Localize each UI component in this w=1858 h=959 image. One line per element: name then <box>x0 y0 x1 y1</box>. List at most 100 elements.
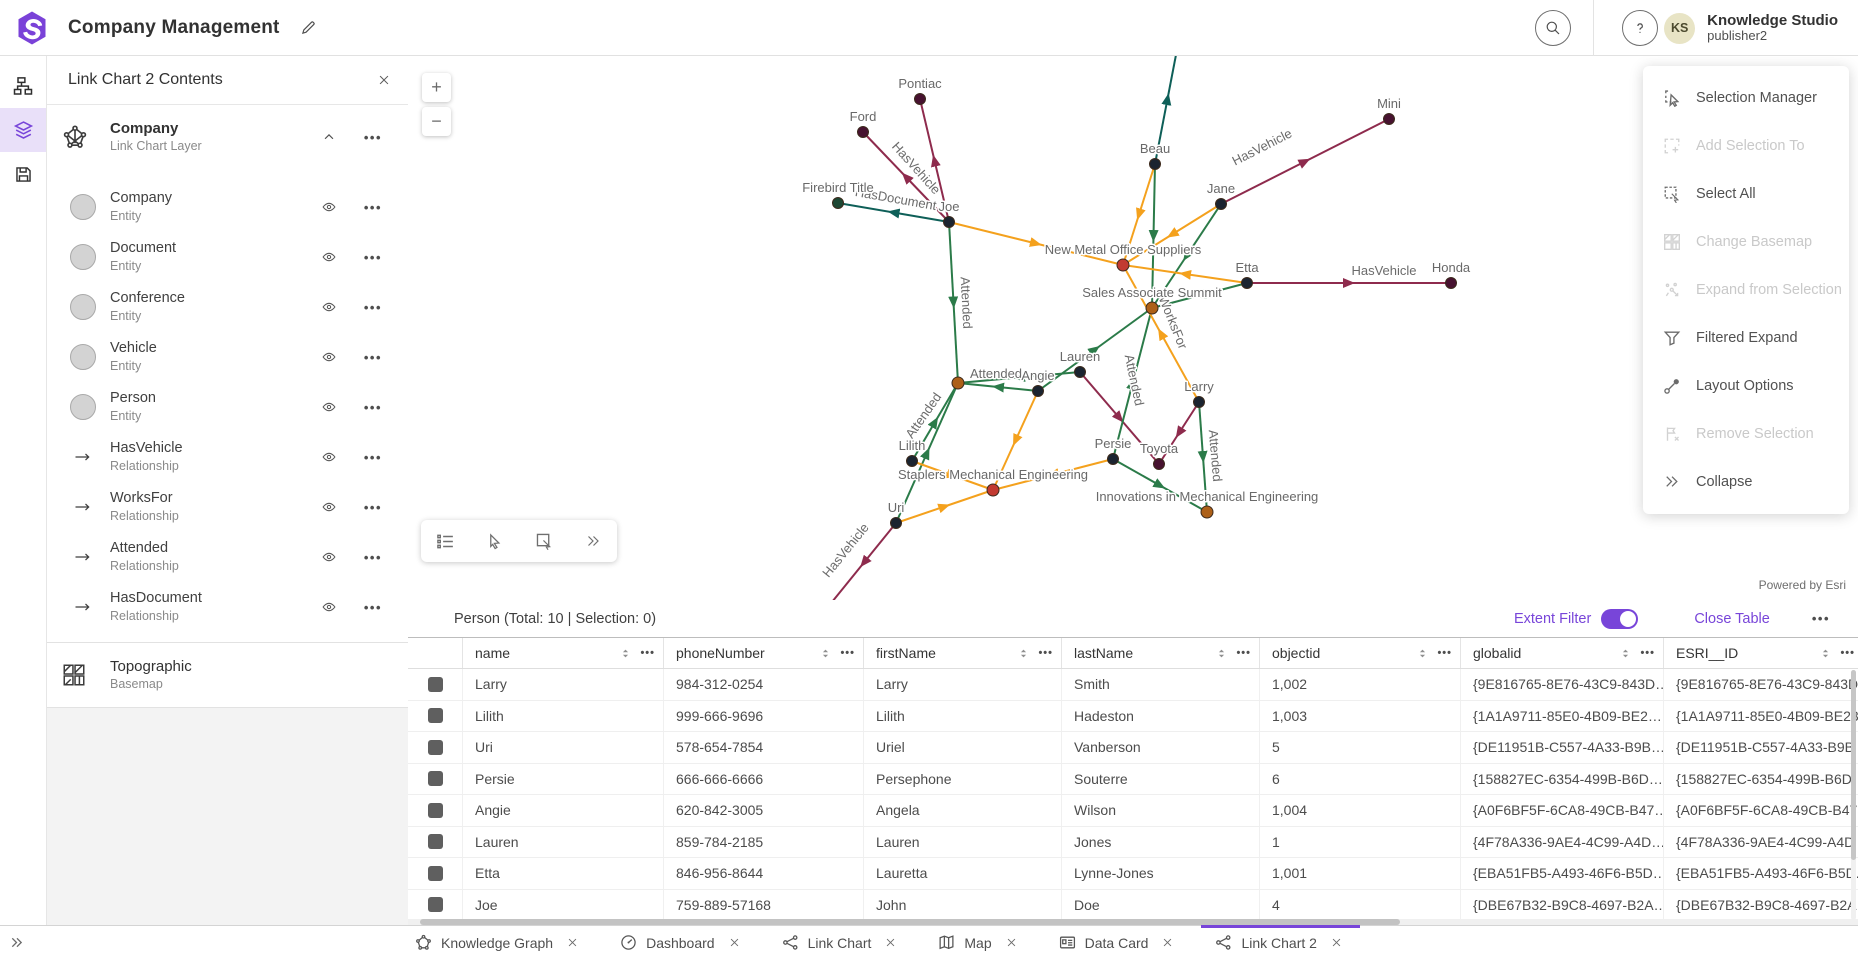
sort-icon[interactable] <box>1619 647 1632 660</box>
expand-tabs-icon[interactable] <box>9 926 24 959</box>
user-info[interactable]: Knowledge Studio publisher2 <box>1707 12 1844 44</box>
node-staplers[interactable] <box>986 483 1000 497</box>
search-button[interactable] <box>1535 10 1572 46</box>
column-options-button[interactable]: ••• <box>1840 647 1855 659</box>
node-uri[interactable] <box>890 517 902 529</box>
edge-Attended-joe-conf2[interactable] <box>948 221 959 384</box>
zoom-out-button[interactable]: − <box>422 107 451 136</box>
toolbar-double-chevron-right-button[interactable] <box>578 526 608 556</box>
node-ford[interactable] <box>857 126 869 138</box>
layer-item-hasdocument[interactable]: HasDocument Relationship ••• <box>47 582 408 632</box>
column-header-name[interactable]: name ••• <box>463 638 664 668</box>
column-header-phoneNumber[interactable]: phoneNumber ••• <box>664 638 864 668</box>
rail-save-button[interactable] <box>0 152 46 196</box>
layer-item-person[interactable]: Person Entity ••• <box>47 382 408 432</box>
tab-data-card[interactable]: Data Card <box>1057 926 1176 959</box>
tab-knowledge-graph[interactable]: Knowledge Graph <box>413 926 580 959</box>
tab-dashboard[interactable]: Dashboard <box>618 926 742 959</box>
edge-HasVehicle-joe-pontiac[interactable] <box>919 98 950 223</box>
table-row[interactable]: Angie 620-842-3005 Angela Wilson 1,004 {A0F6B… <box>408 795 1858 827</box>
sort-icon[interactable] <box>619 647 632 660</box>
help-button[interactable] <box>1622 10 1659 46</box>
close-tab-icon[interactable] <box>567 937 578 948</box>
table-row[interactable]: Joe 759-889-57168 John Doe 4 {DBE67B32-B9C8-4… <box>408 889 1858 921</box>
column-header-lastName[interactable]: lastName ••• <box>1062 638 1260 668</box>
node-jane[interactable] <box>1215 198 1227 210</box>
column-options-button[interactable]: ••• <box>1437 647 1452 659</box>
visibility-eye-icon[interactable] <box>320 500 338 514</box>
edge-WorksFor-larry-nmos[interactable] <box>1122 264 1200 403</box>
row-checkbox[interactable] <box>427 676 443 692</box>
node-beau[interactable] <box>1149 158 1161 170</box>
rail-layers-button[interactable] <box>0 108 46 152</box>
edge-Attended-etta-sas[interactable] <box>1151 282 1248 309</box>
table-row[interactable]: Larry 984-312-0254 Larry Smith 1,002 {9E81676… <box>408 669 1858 701</box>
row-checkbox[interactable] <box>427 802 443 818</box>
edit-title-icon[interactable] <box>300 19 317 36</box>
tab-link-chart[interactable]: Link Chart <box>780 926 899 959</box>
toolbar-rectangle-select-button[interactable] <box>529 526 559 556</box>
edge-Attended-beau-sas[interactable] <box>1148 163 1159 309</box>
menu-item-filtered-expand[interactable]: Filtered Expand <box>1643 314 1849 362</box>
close-tab-icon[interactable] <box>729 937 740 948</box>
visibility-eye-icon[interactable] <box>320 200 338 214</box>
edge-Attended-angie-sas[interactable] <box>1037 307 1153 392</box>
link-chart-canvas[interactable]: HasVehicle HasDocument Attended HasVehicle H… <box>408 33 1858 603</box>
row-checkbox[interactable] <box>427 739 443 755</box>
node-nmos[interactable] <box>1116 258 1130 272</box>
close-tab-icon[interactable] <box>1006 937 1017 948</box>
edge-HasDocument-joe-firebird[interactable] <box>837 202 950 223</box>
visibility-eye-icon[interactable] <box>320 450 338 464</box>
node-pontiac[interactable] <box>914 93 926 105</box>
column-header-ESRI__ID[interactable]: ESRI__ID ••• <box>1664 638 1858 668</box>
layer-item-company[interactable]: Company Entity ••• <box>47 182 408 232</box>
visibility-eye-icon[interactable] <box>320 600 338 614</box>
tab-link-chart-2[interactable]: Link Chart 2 <box>1201 925 1361 959</box>
sort-icon[interactable] <box>1215 647 1228 660</box>
visibility-eye-icon[interactable] <box>320 250 338 264</box>
menu-item-selection-manager[interactable]: Selection Manager <box>1643 74 1849 122</box>
layer-item-hasvehicle[interactable]: HasVehicle Relationship ••• <box>47 432 408 482</box>
sort-icon[interactable] <box>819 647 832 660</box>
toolbar-legend-list-button[interactable] <box>431 526 461 556</box>
layer-item-document[interactable]: Document Entity ••• <box>47 232 408 282</box>
avatar[interactable]: KS <box>1664 12 1696 44</box>
table-options-button[interactable]: ••• <box>1811 611 1830 626</box>
row-checkbox[interactable] <box>427 897 443 913</box>
layer-item-conference[interactable]: Conference Entity ••• <box>47 282 408 332</box>
basemap-row[interactable]: Topographic Basemap <box>47 643 408 707</box>
layer-item-vehicle[interactable]: Vehicle Entity ••• <box>47 332 408 382</box>
column-header-firstName[interactable]: firstName ••• <box>864 638 1062 668</box>
node-conf2[interactable] <box>951 376 965 390</box>
edge-WorksFor-etta-nmos[interactable] <box>1122 264 1248 284</box>
collapse-group-icon[interactable] <box>322 130 336 144</box>
node-firebird[interactable] <box>832 197 844 209</box>
edge-WorksFor-persie-staplers[interactable] <box>992 458 1114 491</box>
layer-item-options-button[interactable]: ••• <box>363 499 382 515</box>
menu-item-layout-options[interactable]: Layout Options <box>1643 362 1849 410</box>
node-mini[interactable] <box>1383 113 1395 125</box>
close-tab-icon[interactable] <box>1331 937 1342 948</box>
node-innovations[interactable] <box>1200 505 1214 519</box>
node-sas[interactable] <box>1145 301 1159 315</box>
edge-Attended-uri-conf2[interactable] <box>895 382 959 524</box>
layer-group-options-button[interactable]: ••• <box>363 129 382 145</box>
column-options-button[interactable]: ••• <box>1236 647 1251 659</box>
edge-Attended-angie-conf2[interactable] <box>957 382 1039 393</box>
edge-Attended-lauren-conf2[interactable] <box>957 371 1081 384</box>
layer-item-attended[interactable]: Attended Relationship ••• <box>47 532 408 582</box>
menu-item-select-all[interactable]: Select All <box>1643 170 1849 218</box>
layer-item-options-button[interactable]: ••• <box>363 349 382 365</box>
layer-item-options-button[interactable]: ••• <box>363 249 382 265</box>
menu-item-collapse[interactable]: Collapse <box>1643 458 1849 506</box>
edge-WorksFor-jane-nmos[interactable] <box>1122 203 1222 266</box>
table-vertical-scrollbar[interactable] <box>1851 670 1856 920</box>
layer-item-worksfor[interactable]: WorksFor Relationship ••• <box>47 482 408 532</box>
column-header-objectid[interactable]: objectid ••• <box>1260 638 1461 668</box>
visibility-eye-icon[interactable] <box>320 550 338 564</box>
layer-item-options-button[interactable]: ••• <box>363 599 382 615</box>
extent-filter-toggle[interactable] <box>1601 608 1639 629</box>
column-header-globalid[interactable]: globalid ••• <box>1461 638 1664 668</box>
table-horizontal-scrollbar[interactable] <box>408 919 1858 925</box>
row-checkbox[interactable] <box>427 834 443 850</box>
